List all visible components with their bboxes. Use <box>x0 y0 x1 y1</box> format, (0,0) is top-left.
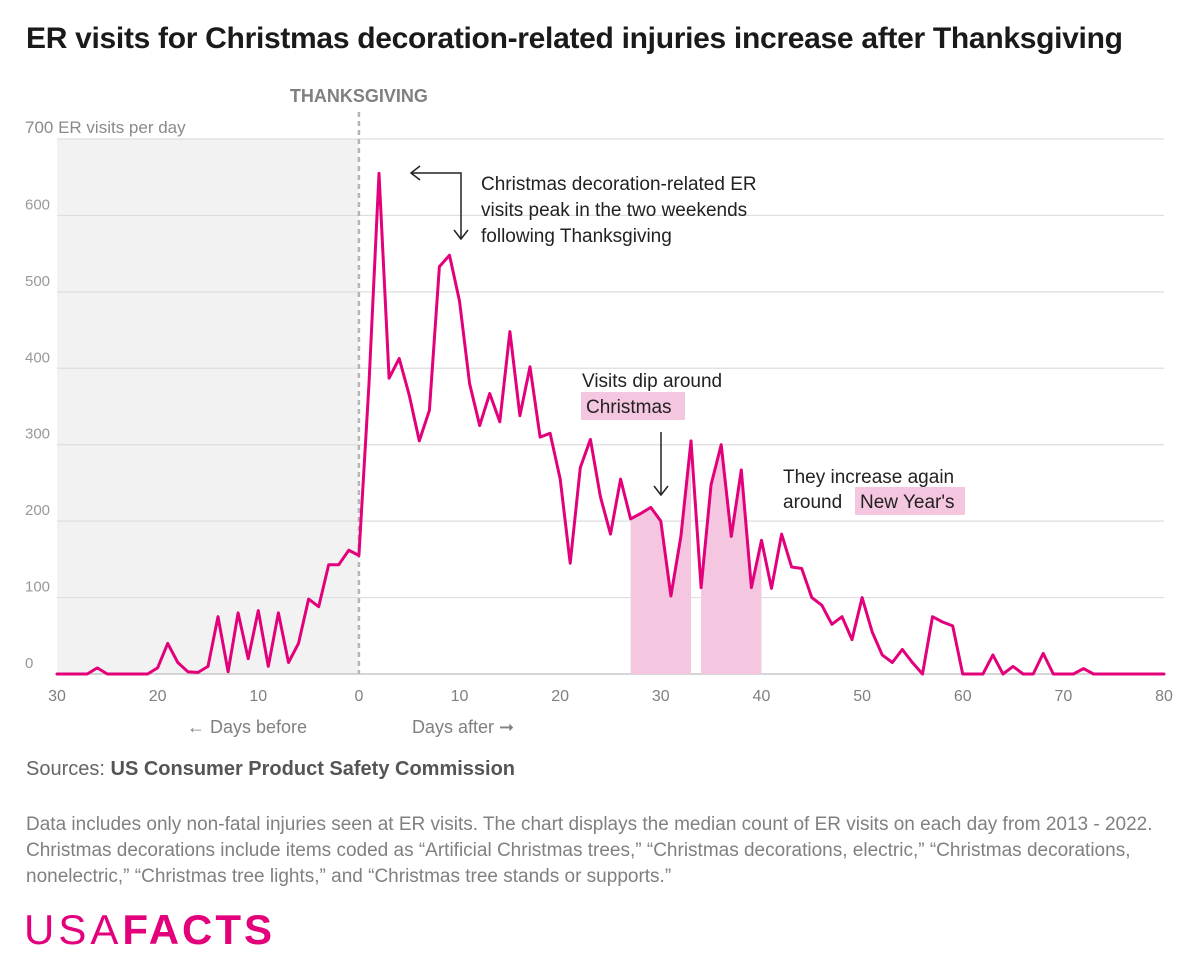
sources-value: US Consumer Product Safety Commission <box>110 758 516 780</box>
days-before-label: ← Days before <box>187 717 307 737</box>
x-tick-label-5: 20 <box>551 688 569 705</box>
x-tick-label-0: 30 <box>48 688 66 705</box>
y-tick-label-300: 300 <box>25 426 50 443</box>
peak-arrow-line <box>412 172 462 238</box>
x-tick-label-7: 40 <box>753 688 771 705</box>
sources-label: Sources: <box>26 758 105 780</box>
y-tick-label-500: 500 <box>25 273 50 290</box>
peak-arrow-head-left <box>409 165 421 181</box>
dip-highlight-box <box>581 392 685 420</box>
x-tick-label-1: 20 <box>149 688 167 705</box>
y-tick-label-600: 600 <box>25 196 50 213</box>
series-line <box>55 171 1166 676</box>
dip-arrow-head <box>653 485 669 497</box>
y-axis-label: 700 ER visits per day <box>25 118 186 137</box>
days-after-label: Days after ➞ <box>412 717 514 737</box>
peak-arrow-head-down <box>453 229 469 241</box>
chart-background <box>57 139 359 674</box>
x-tick-label-4: 10 <box>451 688 469 705</box>
highlight-area-2 <box>701 444 762 674</box>
sources: Sources: US Consumer Product Safety Comm… <box>26 758 515 781</box>
annotations: Christmas decoration-related ER visits pe… <box>409 165 965 515</box>
dip-annotation-line-2: Christmas <box>586 397 672 418</box>
increase-annotation-line-1: They increase again <box>783 467 954 488</box>
y-tick-label-0: 0 <box>25 655 33 672</box>
x-tick-label-2: 10 <box>249 688 267 705</box>
peak-annotation-line-2: visits peak in the two weekends <box>481 200 747 221</box>
y-tick-label-400: 400 <box>25 349 50 366</box>
before-thanksgiving-shade <box>57 139 359 674</box>
x-tick-label-9: 60 <box>954 688 972 705</box>
usafacts-logo: USAFACTS <box>24 906 275 954</box>
chart-title: ER visits for Christmas decoration-relat… <box>26 22 1123 55</box>
x-tick-label-8: 50 <box>853 688 871 705</box>
dip-annotation-line-1: Visits dip around <box>582 371 722 392</box>
footnote: Data includes only non-fatal injuries se… <box>26 814 1153 887</box>
logo-facts: FACTS <box>122 906 276 953</box>
x-tick-label-11: 80 <box>1155 688 1173 705</box>
logo-usa: USA <box>24 906 123 953</box>
peak-annotation-line-3: following Thanksgiving <box>481 226 672 247</box>
highlight-area-1 <box>630 440 692 674</box>
increase-annotation-line-2-highlight: New Year's <box>860 492 954 513</box>
y-tick-label-100: 100 <box>25 579 50 596</box>
x-tick-label-6: 30 <box>652 688 670 705</box>
highlight-bars <box>630 440 762 674</box>
thanksgiving-label: THANKSGIVING <box>290 86 428 106</box>
peak-annotation-line-1: Christmas decoration-related ER <box>481 174 757 195</box>
increase-highlight-box <box>855 487 965 515</box>
x-tick-label-10: 70 <box>1054 688 1072 705</box>
y-tick-label-200: 200 <box>25 502 50 519</box>
series-line-path <box>55 171 1166 676</box>
gridlines <box>57 138 1164 675</box>
increase-annotation-line-2-prefix: around <box>783 492 842 513</box>
x-tick-label-3: 0 <box>354 688 363 705</box>
